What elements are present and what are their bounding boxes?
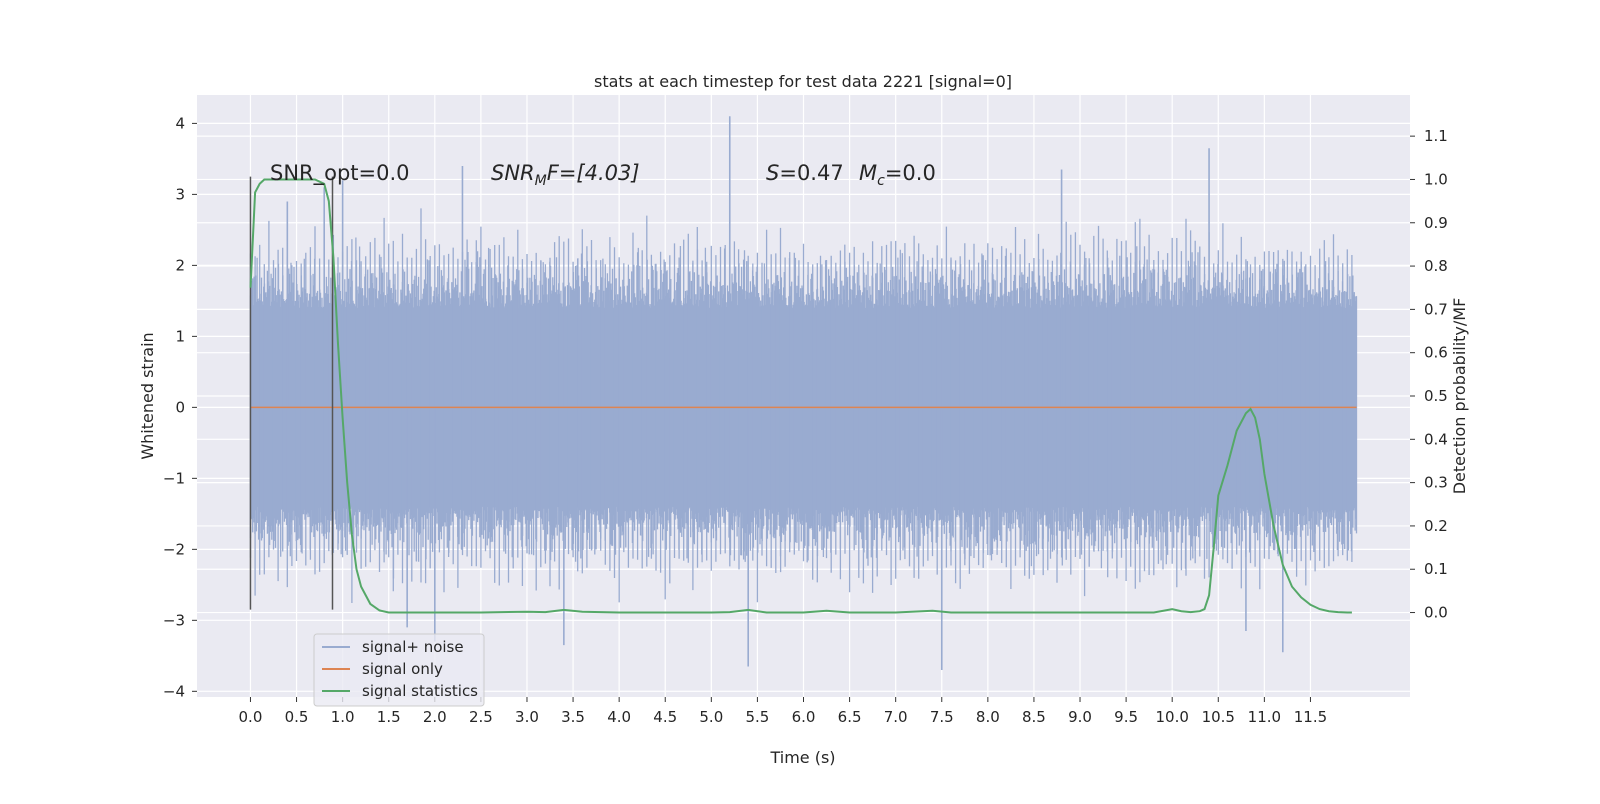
- x-tick-label: 4.0: [607, 708, 631, 726]
- annotation-snr-mf-symbol: SNR: [491, 161, 535, 185]
- x-tick-label: 6.5: [838, 708, 862, 726]
- signal-statistics-line: [249, 178, 1352, 614]
- x-tick-label: 8.5: [1022, 708, 1046, 726]
- x-tick-label: 10.5: [1202, 708, 1235, 726]
- legend-label-signal-statistics: signal statistics: [362, 682, 478, 700]
- annotation-snr-mf-value: F=[4.03]: [547, 161, 640, 185]
- annotation-snr-mf-subscript: M: [535, 173, 547, 189]
- y-tick-label: −2: [163, 540, 185, 558]
- x-tick-label: 8.0: [976, 708, 1000, 726]
- legend-label-signal-noise: signal+ noise: [362, 638, 464, 656]
- x-tick-label: 11.5: [1294, 708, 1327, 726]
- series-signal-statistics: [249, 178, 1352, 614]
- x-axis: 0.0 0.5 1.0 1.5 2.0 2.5 3.0 3.5 4.0 4.5 5.0 5.5 6.0 6…: [239, 697, 1327, 726]
- y-axis-right-label: Detection probability/MF: [1450, 298, 1469, 495]
- x-tick-label: 5.0: [699, 708, 723, 726]
- annotation-snr-opt: SNR_opt=0.0: [270, 161, 410, 186]
- annotation-s: S=0.47: [766, 161, 844, 185]
- annotation-mc-value: =0.0: [885, 161, 936, 185]
- y-right-tick-label: 1.0: [1424, 170, 1448, 188]
- y-tick-label: 1: [175, 327, 185, 345]
- annotation-mc-subscript: c: [877, 173, 885, 189]
- y-right-tick-label: 0.9: [1424, 214, 1448, 232]
- y-right-tick-label: 0.3: [1424, 474, 1448, 492]
- x-tick-label: 1.0: [331, 708, 355, 726]
- y-right-tick-label: 0.4: [1424, 430, 1448, 448]
- x-tick-label: 1.5: [377, 708, 401, 726]
- annotation-mc: Mc=0.0: [859, 161, 936, 189]
- x-tick-label: 3.0: [515, 708, 539, 726]
- x-tick-label: 10.0: [1155, 708, 1188, 726]
- x-tick-label: 0.0: [239, 708, 263, 726]
- y-right-tick-label: 0.2: [1424, 517, 1448, 535]
- y-right-tick-label: 0.8: [1424, 257, 1448, 275]
- y-tick-label: −4: [163, 682, 185, 700]
- x-tick-label: 2.0: [423, 708, 447, 726]
- y-tick-label: −3: [163, 611, 185, 629]
- y-tick-label: 2: [175, 256, 185, 274]
- y-right-tick-label: 0.6: [1424, 344, 1448, 362]
- y-axis-left: −4 −3 −2 −1 0 1 2 3 4: [163, 114, 197, 700]
- annotation-snr-mf: SNRMF=[4.03]: [491, 161, 640, 189]
- y-right-tick-label: 1.1: [1424, 127, 1448, 145]
- y-axis-right: 0.0 0.1 0.2 0.3 0.4 0.5 0.6 0.7 0.8 0.9 1.0 1.1: [1410, 127, 1448, 622]
- x-tick-label: 3.5: [561, 708, 585, 726]
- y-tick-label: 3: [175, 185, 185, 203]
- x-axis-label: Time (s): [769, 748, 835, 767]
- x-tick-label: 0.5: [285, 708, 309, 726]
- y-right-tick-label: 0.0: [1424, 604, 1448, 622]
- x-tick-label: 7.0: [884, 708, 908, 726]
- x-tick-label: 4.5: [653, 708, 677, 726]
- x-tick-label: 6.0: [792, 708, 816, 726]
- y-axis-label: Whitened strain: [138, 332, 157, 459]
- y-right-tick-label: 0.5: [1424, 387, 1448, 405]
- y-tick-label: 0: [175, 398, 185, 416]
- annotation-s-value: =0.47: [779, 161, 843, 185]
- x-tick-label: 9.0: [1068, 708, 1092, 726]
- y-tick-label: −1: [163, 469, 185, 487]
- legend-label-signal-only: signal only: [362, 660, 443, 678]
- chart-title: stats at each timestep for test data 222…: [594, 72, 1012, 91]
- x-tick-label: 9.5: [1114, 708, 1138, 726]
- x-tick-label: 11.0: [1248, 708, 1281, 726]
- y-right-tick-label: 0.7: [1424, 300, 1448, 318]
- y-right-tick-label: 0.1: [1424, 560, 1448, 578]
- x-tick-label: 7.5: [930, 708, 954, 726]
- x-tick-label: 2.5: [469, 708, 493, 726]
- annotation-mc-symbol: M: [859, 161, 877, 185]
- legend-box: [313, 633, 485, 707]
- legend: signal+ noise signal only signal statist…: [313, 633, 485, 707]
- x-tick-label: 5.5: [745, 708, 769, 726]
- y-tick-label: 4: [175, 114, 185, 132]
- annotation-s-symbol: S: [766, 161, 779, 185]
